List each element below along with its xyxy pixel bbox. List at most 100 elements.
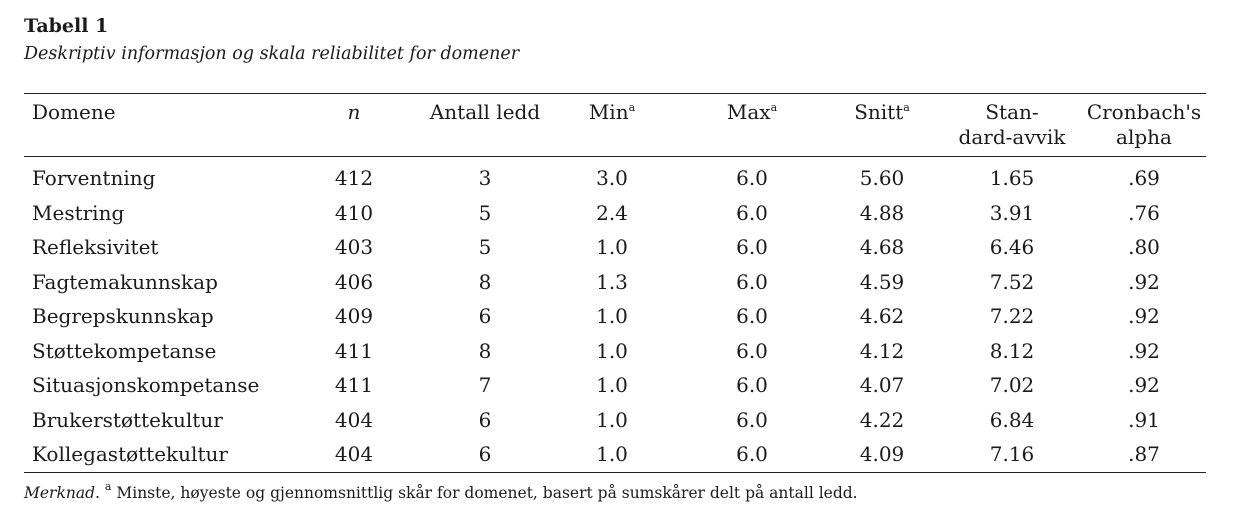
cell-domene: Fagtemakunnskap [32, 269, 218, 294]
cell-snitt: 4.88 [859, 200, 905, 225]
cell-antall-ledd: 8 [478, 338, 492, 363]
table-row: Begrepskunnskap 409 6 1.0 6.0 4.62 7.22 .92 [24, 299, 1206, 334]
descriptive-table: Domene n Antall ledd Mina Maxa Snitta St… [24, 93, 1206, 473]
cell-domene: Situasjonskompetanse [32, 373, 260, 397]
cell-min: 1.3 [596, 269, 628, 294]
cell-n: 409 [334, 304, 374, 328]
header-max: Maxa [682, 94, 822, 157]
cell-min: 1.0 [596, 338, 628, 363]
header-standardavvik: Stan-dard-avvik [942, 94, 1082, 157]
cell-snitt: 4.07 [859, 373, 905, 397]
cell-snitt: 4.62 [859, 304, 905, 328]
cell-cronbach-alpha: .80 [1128, 235, 1160, 259]
cell-standardavvik: 6.84 [989, 407, 1035, 432]
cell-max: 6.0 [736, 407, 768, 432]
cell-snitt: 4.59 [859, 269, 905, 294]
cell-domene: Refleksivitet [32, 235, 159, 259]
cell-cronbach-alpha: .69 [1128, 166, 1160, 190]
cell-standardavvik: 7.02 [989, 373, 1035, 397]
cell-min: 1.0 [596, 373, 628, 397]
table-note: Merknad. a Minste, høyeste og gjennomsni… [24, 480, 858, 502]
cell-min: 1.0 [596, 442, 628, 466]
cell-domene: Mestring [32, 200, 125, 225]
cell-max: 6.0 [736, 200, 768, 225]
cell-standardavvik: 7.16 [989, 442, 1035, 466]
cell-domene: Brukerstøttekultur [32, 407, 223, 432]
cell-domene: Støttekompetanse [32, 338, 217, 363]
cell-standardavvik: 1.65 [989, 166, 1035, 190]
table-row: Refleksivitet 403 5 1.0 6.0 4.68 6.46 .80 [24, 230, 1206, 265]
note-label: Merknad [24, 484, 95, 502]
cell-max: 6.0 [736, 442, 768, 466]
cell-n: 404 [334, 442, 374, 466]
cell-cronbach-alpha: .92 [1128, 338, 1160, 363]
header-cronbach-line1: Cronbach's [1086, 100, 1202, 124]
table-row: Forventning 412 3 3.0 6.0 5.60 1.65 .69 [24, 157, 1206, 196]
cell-max: 6.0 [736, 338, 768, 363]
cell-snitt: 4.12 [859, 338, 905, 363]
cell-n: 411 [334, 338, 374, 363]
cell-n: 411 [334, 373, 374, 397]
header-standardavvik-line1: Stan- [985, 100, 1039, 124]
cell-antall-ledd: 6 [478, 407, 492, 432]
cell-antall-ledd: 5 [478, 235, 492, 259]
cell-antall-ledd: 7 [478, 373, 492, 397]
cell-max: 6.0 [736, 235, 768, 259]
cell-antall-ledd: 6 [478, 442, 492, 466]
cell-snitt: 4.68 [859, 235, 905, 259]
cell-min: 3.0 [596, 166, 628, 190]
cell-antall-ledd: 5 [478, 200, 492, 225]
note-text: Minste, høyeste og gjennomsnittlig skår … [116, 484, 858, 502]
note-footnote-marker: a [104, 480, 112, 493]
cell-max: 6.0 [736, 304, 768, 328]
cell-n: 410 [334, 200, 374, 225]
cell-antall-ledd: 6 [478, 304, 492, 328]
cell-n: 406 [334, 269, 374, 294]
cell-standardavvik: 7.52 [989, 269, 1035, 294]
header-min-footnote-marker: a [628, 101, 636, 114]
header-antall-ledd: Antall ledd [429, 100, 541, 124]
cell-cronbach-alpha: .91 [1128, 407, 1160, 432]
header-domene: Domene [32, 100, 116, 124]
header-cronbach-alpha: Cronbach's alpha [1082, 94, 1206, 157]
cell-domene: Forventning [32, 166, 156, 190]
cell-n: 404 [334, 407, 374, 432]
cell-standardavvik: 7.22 [989, 304, 1035, 328]
header-max-label: Max [726, 100, 771, 124]
cell-cronbach-alpha: .92 [1128, 373, 1160, 397]
table-container: Tabell 1 Deskriptiv informasjon og skala… [24, 14, 1206, 472]
table-row: Situasjonskompetanse 411 7 1.0 6.0 4.07 7.02 .9… [24, 368, 1206, 403]
table-row: Kollegastøttekultur 404 6 1.0 6.0 4.09 7.16 .87 [24, 437, 1206, 472]
header-snitt: Snitta [822, 94, 942, 157]
cell-min: 2.4 [596, 200, 628, 225]
table-body: Forventning 412 3 3.0 6.0 5.60 1.65 .69 Mestring… [24, 157, 1206, 472]
cell-cronbach-alpha: .92 [1128, 304, 1160, 328]
cell-min: 1.0 [596, 407, 628, 432]
cell-min: 1.0 [596, 304, 628, 328]
cell-domene: Begrepskunnskap [32, 304, 214, 328]
table-row: Mestring 410 5 2.4 6.0 4.88 3.91 .76 [24, 196, 1206, 231]
cell-standardavvik: 8.12 [989, 338, 1035, 363]
header-snitt-label: Snitt [854, 100, 904, 124]
table-row: Brukerstøttekultur 404 6 1.0 6.0 4.22 6.84 .91 [24, 403, 1206, 438]
cell-n: 412 [334, 166, 374, 190]
header-cronbach-line2: alpha [1116, 125, 1172, 149]
cell-cronbach-alpha: .87 [1128, 442, 1160, 466]
cell-domene: Kollegastøttekultur [32, 442, 228, 466]
cell-max: 6.0 [736, 373, 768, 397]
header-min-label: Min [588, 100, 629, 124]
cell-max: 6.0 [736, 166, 768, 190]
header-row: Domene n Antall ledd Mina Maxa Snitta St… [24, 93, 1206, 157]
header-snitt-footnote-marker: a [903, 101, 910, 114]
cell-antall-ledd: 8 [478, 269, 492, 294]
table-row: Støttekompetanse 411 8 1.0 6.0 4.12 8.12 .92 [24, 334, 1206, 369]
cell-snitt: 4.09 [859, 442, 905, 466]
cell-snitt: 4.22 [859, 407, 905, 432]
header-min: Mina [542, 94, 682, 157]
cell-cronbach-alpha: .92 [1128, 269, 1160, 294]
cell-cronbach-alpha: .76 [1128, 200, 1160, 225]
cell-antall-ledd: 3 [478, 166, 492, 190]
cell-standardavvik: 6.46 [989, 235, 1035, 259]
cell-max: 6.0 [736, 269, 768, 294]
cell-min: 1.0 [596, 235, 628, 259]
